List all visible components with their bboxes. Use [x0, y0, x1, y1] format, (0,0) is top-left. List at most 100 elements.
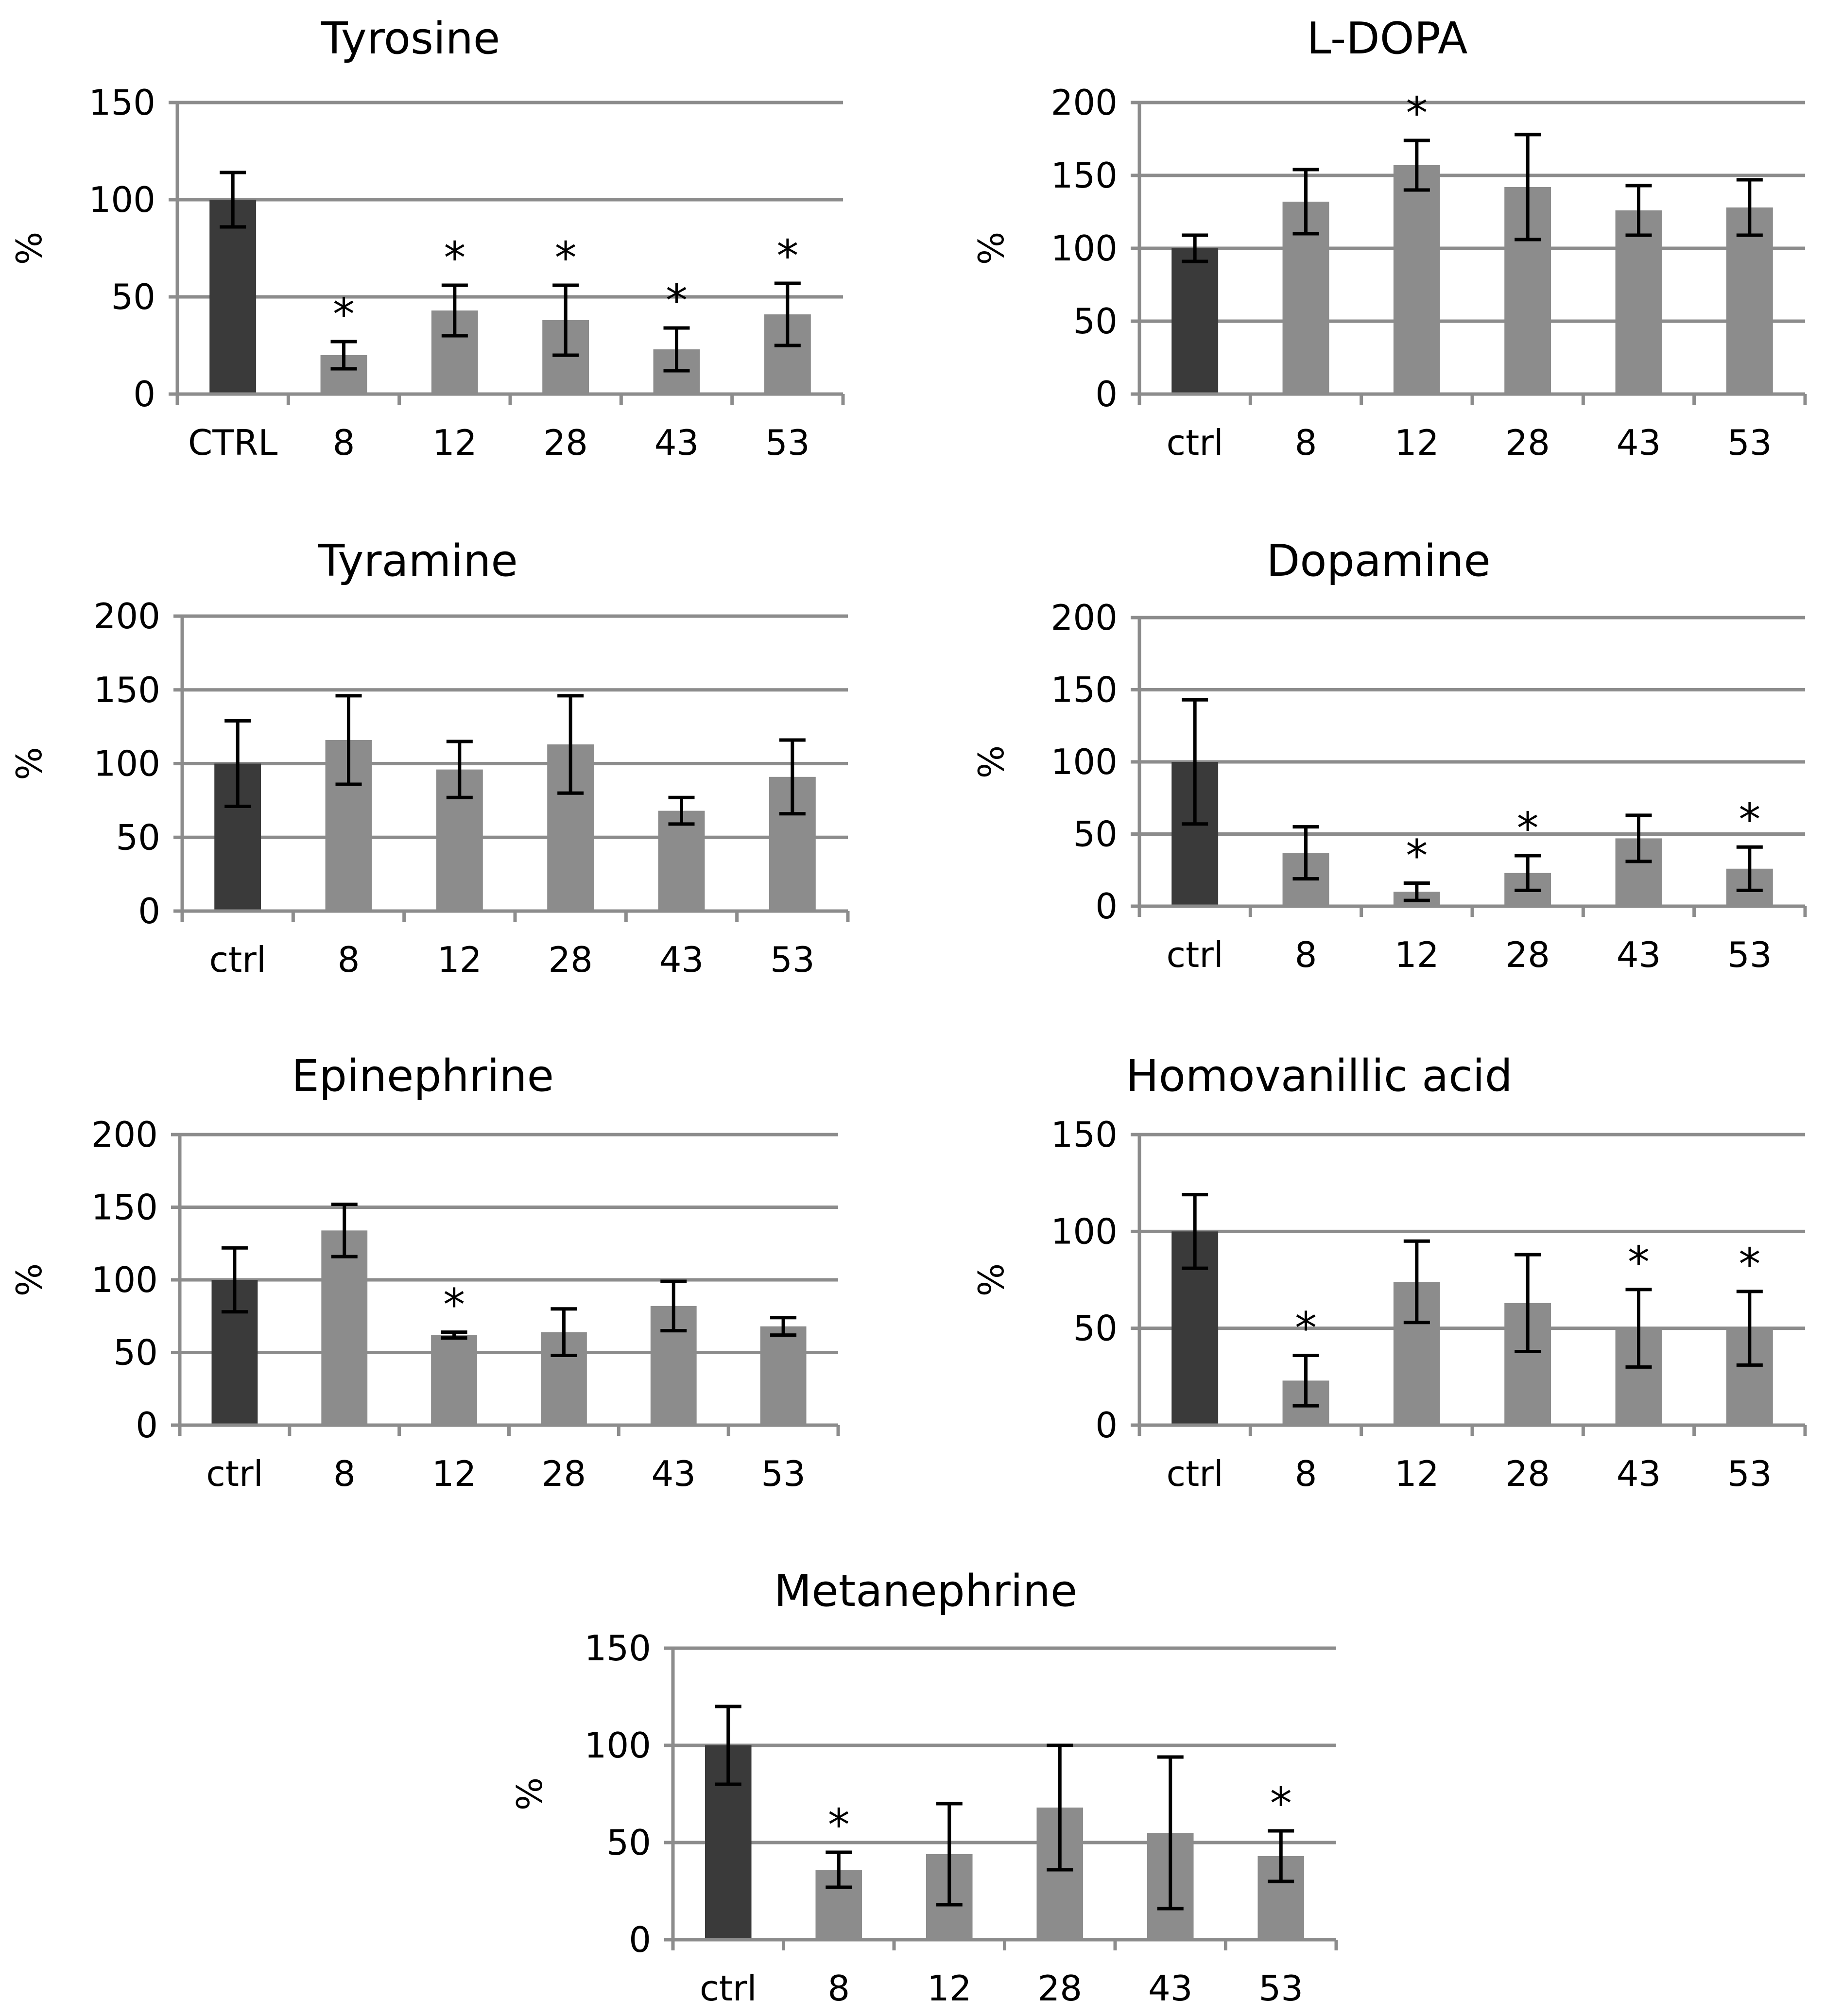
x-tick-label: 43 — [659, 939, 704, 980]
bar-ctrl — [1171, 248, 1219, 394]
y-tick-label: 200 — [1051, 597, 1118, 638]
x-tick-label: 53 — [765, 422, 810, 463]
bar-53 — [1726, 207, 1773, 394]
chart-title: Metanephrine — [774, 1566, 1077, 1617]
y-tick-label: 0 — [133, 374, 155, 414]
y-tick-label: 0 — [1095, 1405, 1118, 1446]
y-axis-label: % — [9, 747, 50, 780]
y-tick-label: 150 — [91, 1187, 158, 1228]
x-tick-label: 12 — [1395, 422, 1439, 463]
chart-title: Homovanillic acid — [1126, 1051, 1513, 1102]
significance-marker: * — [1517, 803, 1539, 854]
x-tick-label: 28 — [1037, 1968, 1082, 2009]
y-tick-label: 100 — [1051, 228, 1118, 269]
significance-marker: * — [1739, 794, 1760, 845]
y-tick-label: 200 — [94, 596, 160, 637]
x-tick-label: ctrl — [1166, 422, 1223, 463]
x-tick-label: ctrl — [206, 1453, 263, 1494]
y-tick-label: 150 — [1051, 670, 1118, 710]
x-tick-label: 28 — [1505, 934, 1550, 975]
significance-marker: * — [1295, 1303, 1317, 1354]
x-tick-label: 12 — [1395, 934, 1439, 975]
x-tick-label: 43 — [1617, 934, 1661, 975]
chart-panel-5: Homovanillic acid% 0 50 100 150 ctrl 8 * 12 28 43 *… — [971, 1051, 1807, 1494]
significance-marker: * — [666, 276, 688, 327]
y-axis-label: % — [9, 232, 50, 265]
significance-marker: * — [1739, 1239, 1760, 1290]
x-tick-label: 43 — [1617, 1453, 1661, 1494]
x-tick-label: 28 — [1505, 422, 1550, 463]
x-tick-label: 43 — [1617, 422, 1661, 463]
y-axis-label: % — [9, 1263, 50, 1296]
significance-marker: * — [828, 1800, 850, 1851]
y-tick-label: 100 — [89, 179, 155, 220]
y-axis-label: % — [509, 1777, 550, 1810]
bar-12 — [431, 1335, 478, 1425]
x-tick-label: ctrl — [700, 1968, 757, 2009]
y-tick-label: 150 — [1051, 1114, 1118, 1155]
y-tick-label: 0 — [136, 1405, 158, 1446]
bar-43 — [1615, 210, 1662, 394]
y-tick-label: 0 — [1095, 374, 1118, 414]
significance-marker: * — [1406, 88, 1428, 139]
bar-8 — [321, 1230, 368, 1425]
y-tick-label: 50 — [1073, 301, 1118, 342]
y-tick-label: 100 — [94, 743, 160, 784]
significance-marker: * — [444, 233, 465, 284]
chart-title: Dopamine — [1266, 535, 1491, 586]
x-tick-label: 12 — [432, 422, 477, 463]
chart-panel-1: L-DOPA% 0 50 100 150 200 ctrl 8 12 * 28 43 53 — [971, 13, 1807, 463]
x-tick-label: 53 — [1727, 1453, 1772, 1494]
x-tick-label: ctrl — [1166, 934, 1223, 975]
significance-marker: * — [776, 231, 798, 282]
x-tick-label: 28 — [1505, 1453, 1550, 1494]
chart-title: Tyramine — [317, 535, 517, 586]
x-tick-label: 8 — [333, 422, 355, 463]
y-axis-label: % — [971, 232, 1012, 265]
chart-panel-3: Dopamine% 0 50 100 150 200 ctrl 8 12 * 28 * 43 53 * — [971, 535, 1807, 975]
chart-panel-2: Tyramine% 0 50 100 150 200 ctrl 8 12 28 43 53 — [9, 535, 850, 980]
x-tick-label: 8 — [827, 1968, 850, 2009]
x-tick-label: 53 — [1727, 422, 1772, 463]
x-tick-label: 53 — [1258, 1968, 1303, 2009]
x-tick-label: 8 — [338, 939, 360, 980]
significance-marker: * — [1406, 830, 1428, 881]
x-tick-label: 8 — [1295, 422, 1317, 463]
x-tick-label: CTRL — [188, 422, 277, 463]
x-tick-label: 43 — [654, 422, 699, 463]
bar-CTRL — [209, 200, 257, 394]
y-tick-label: 50 — [1073, 814, 1118, 855]
x-tick-label: 43 — [651, 1453, 696, 1494]
significance-marker: * — [1628, 1237, 1650, 1288]
y-tick-label: 50 — [1073, 1308, 1118, 1349]
x-tick-label: 28 — [542, 1453, 586, 1494]
x-tick-label: 12 — [437, 939, 482, 980]
x-tick-label: 28 — [548, 939, 593, 980]
chart-panel-0: Tyrosine% 0 50 100 150 CTRL 8 * 12 * 28 * 43 * 53 * — [9, 13, 845, 463]
x-tick-label: 53 — [1727, 934, 1772, 975]
chart-title: Epinephrine — [292, 1051, 554, 1102]
chart-panel-4: Epinephrine% 0 50 100 150 200 ctrl 8 12 * 28 43 53 — [9, 1051, 840, 1494]
y-tick-label: 150 — [89, 82, 155, 123]
bar-43 — [658, 810, 705, 911]
y-tick-label: 0 — [1095, 886, 1118, 927]
y-tick-label: 50 — [116, 817, 160, 858]
y-tick-label: 150 — [585, 1628, 651, 1669]
y-axis-label: % — [971, 1263, 1012, 1296]
bar-53 — [760, 1326, 807, 1425]
x-tick-label: 8 — [333, 1453, 356, 1494]
x-tick-label: 12 — [927, 1968, 972, 2009]
y-tick-label: 50 — [606, 1822, 651, 1863]
chart-panel-6: Metanephrine% 0 50 100 150 ctrl 8 * 12 28 43 53 * — [509, 1566, 1338, 2009]
x-tick-label: 53 — [761, 1453, 806, 1494]
y-axis-label: % — [971, 745, 1012, 778]
chart-title: Tyrosine — [321, 13, 500, 64]
y-tick-label: 50 — [111, 276, 155, 317]
x-tick-label: 12 — [1395, 1453, 1439, 1494]
significance-marker: * — [333, 289, 355, 340]
x-tick-label: 53 — [770, 939, 815, 980]
x-tick-label: 28 — [543, 422, 588, 463]
y-tick-label: 150 — [1051, 155, 1118, 196]
significance-marker: * — [555, 233, 577, 284]
